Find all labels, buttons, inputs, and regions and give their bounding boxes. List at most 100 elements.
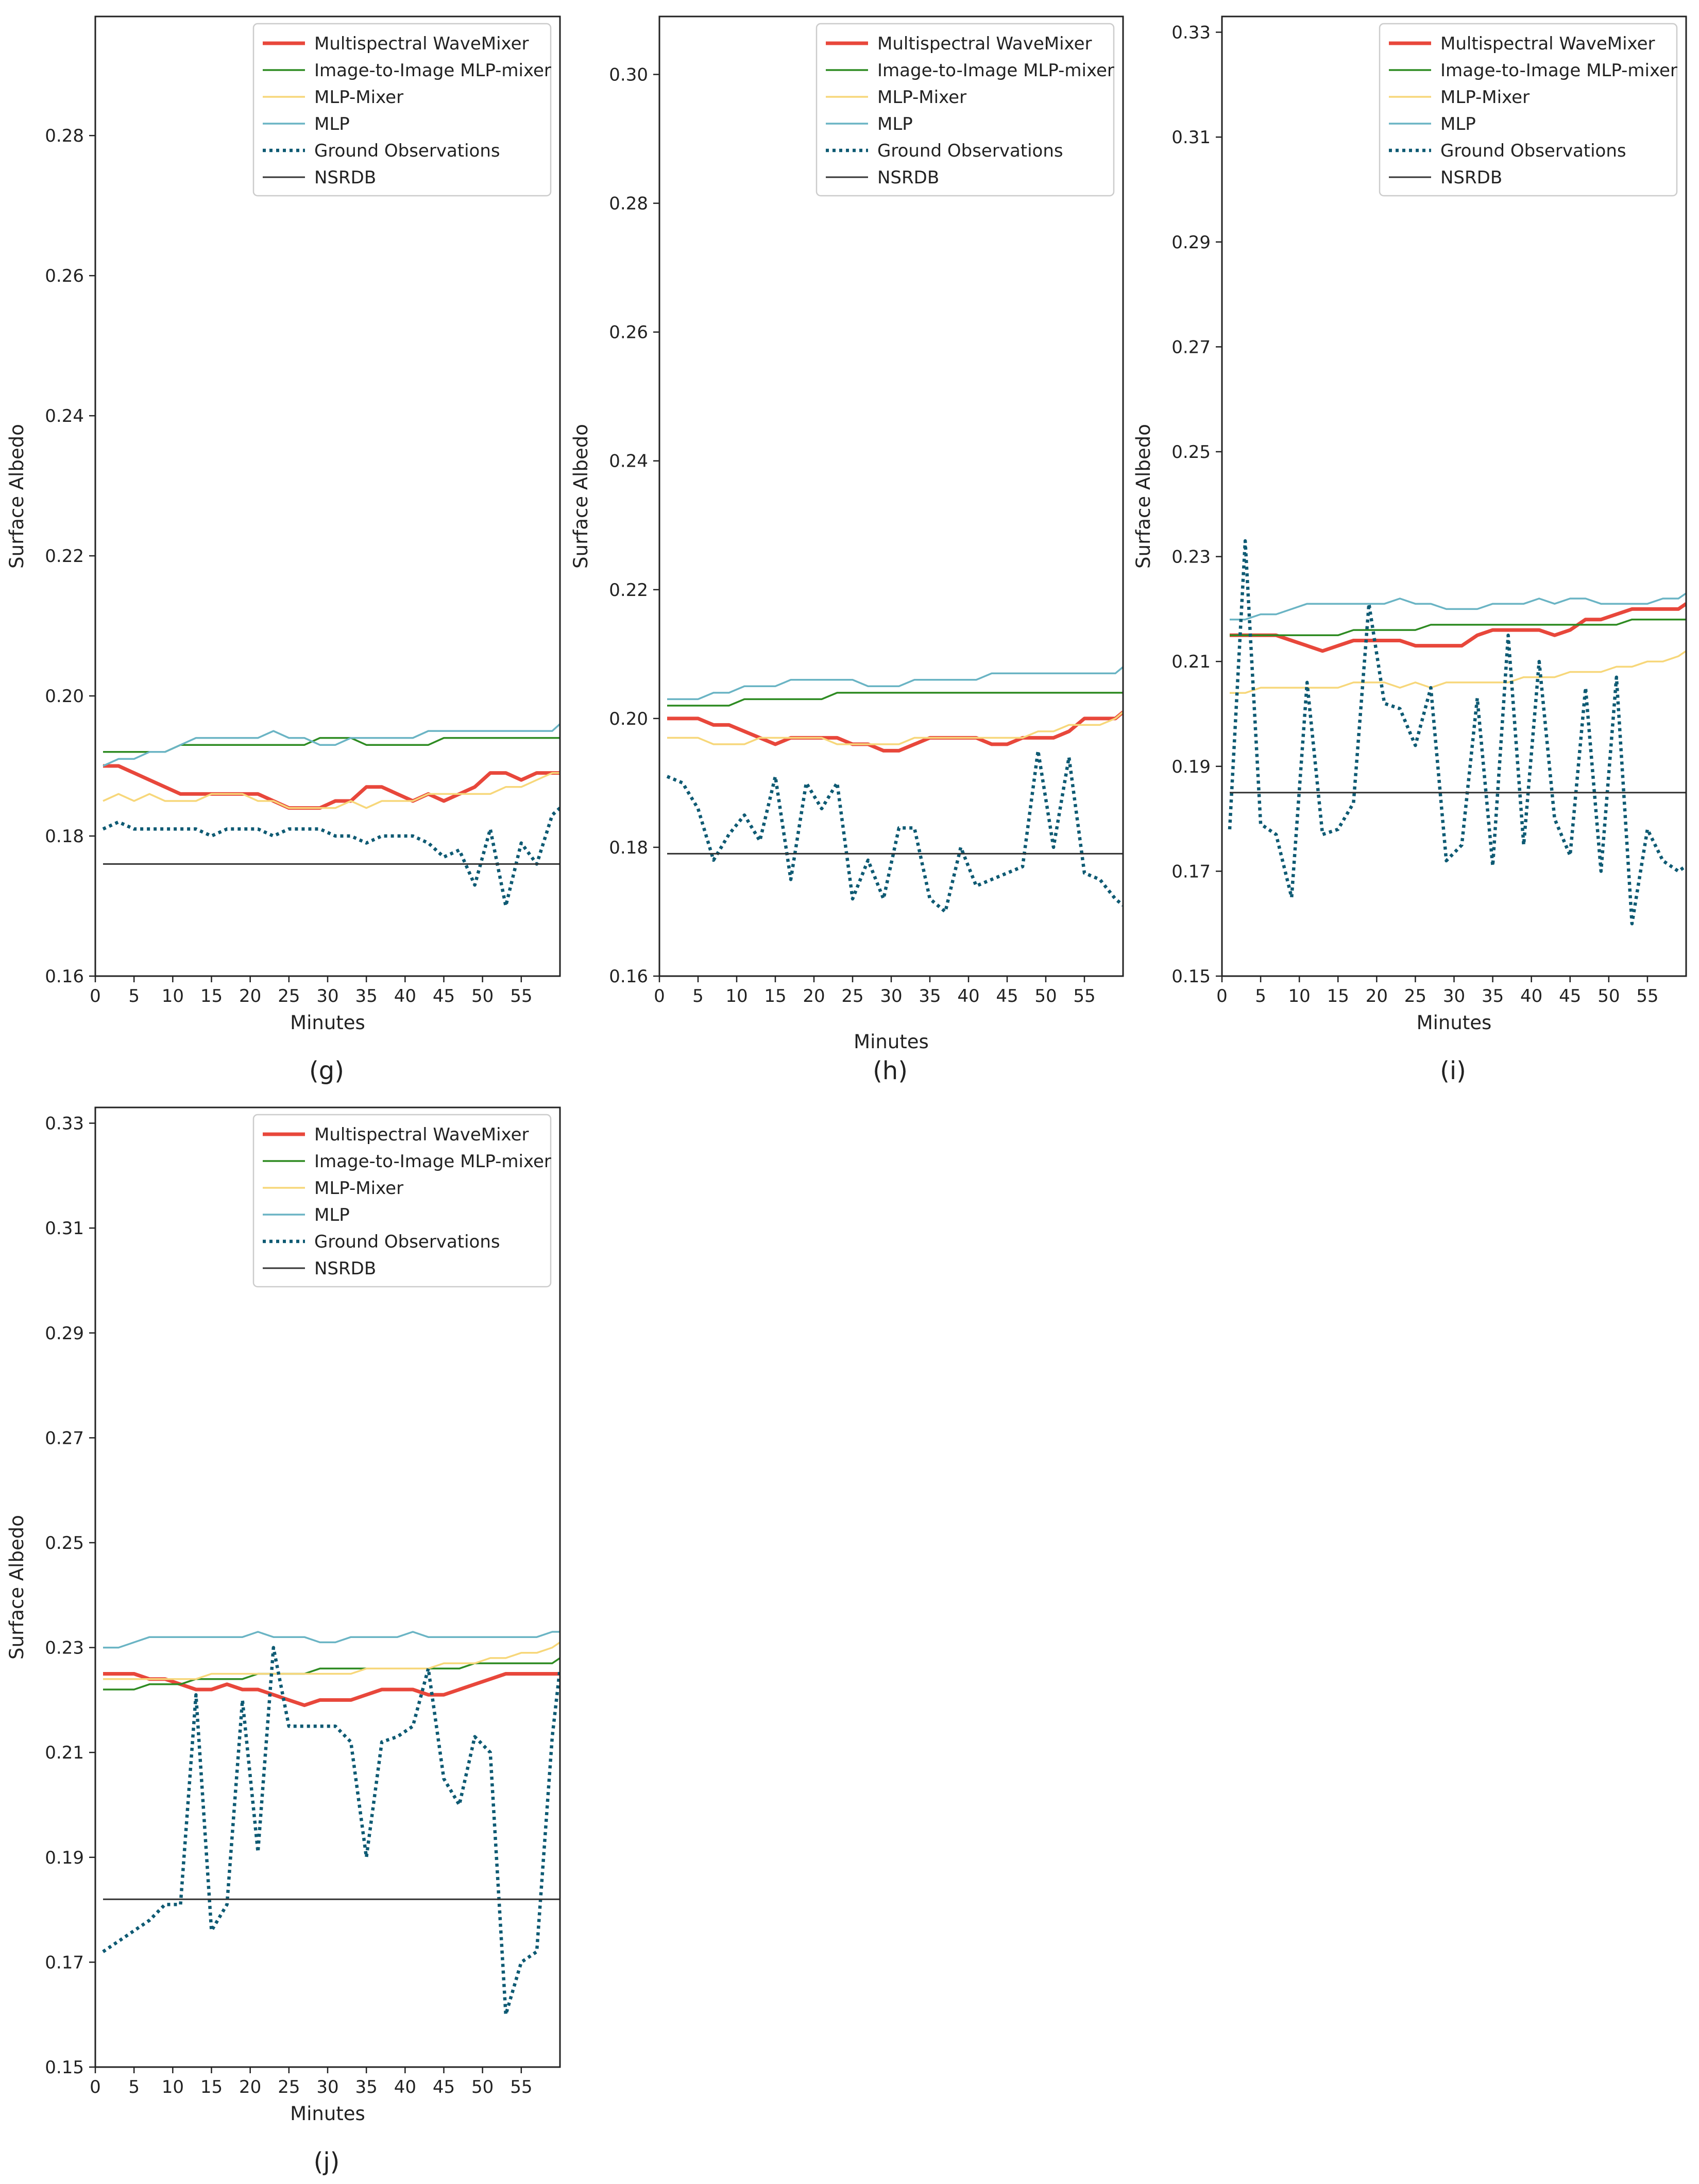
legend-label: Multispectral WaveMixer [314,33,529,54]
panel-j: 0 5 10 15 20 25 30 35 40 45 50 55 0.15 0.17 0.19 0.21 0.… [6,1106,561,2176]
series-line-mlp [667,666,1123,701]
x-tick-label: 0 [654,986,665,1006]
series-line-multispectral-wavemixer [667,710,1123,753]
x-tick-label: 5 [128,986,140,1006]
x-tick-label: 30 [316,2077,338,2097]
series-group [666,666,1123,914]
x-tick-label: 15 [1327,986,1349,1006]
y-tick-label: 0.15 [1171,966,1211,987]
x-tick-label: 35 [1482,986,1504,1006]
x-tick-label: 40 [394,986,416,1006]
series-line-ground-observations [666,749,1123,914]
y-tick-label: 0.16 [45,966,84,987]
legend-label: MLP [1440,114,1476,134]
y-tick-label: 0.29 [1171,232,1211,253]
x-tick-label: 15 [764,986,786,1006]
series-line-mlp [103,723,560,767]
x-tick-label: 45 [433,986,455,1006]
x-tick-label: 0 [90,986,101,1006]
y-tick-label: 0.26 [609,322,648,343]
x-tick-label: 5 [128,2077,140,2097]
legend-label: Multispectral WaveMixer [314,1124,529,1145]
legend-box [252,1114,552,1288]
legend-label: MLP-Mixer [314,1178,403,1199]
series-line-multispectral-wavemixer [1230,602,1686,653]
y-tick-label: 0.33 [1171,23,1211,43]
x-tick-label: 45 [996,986,1018,1006]
legend-label: MLP-Mixer [877,87,966,108]
panel-i: 0 5 10 15 20 25 30 35 40 45 50 55 0.15 0.17 0.19 0.21 0.… [1132,15,1687,1085]
legend-label: Multispectral WaveMixer [1440,33,1655,54]
x-tick-label: 30 [880,986,902,1006]
y-tick-label: 0.17 [45,1952,84,1973]
x-tick-label: 10 [725,986,747,1006]
series-line-ground-observations [102,807,560,908]
x-axis-label: Minutes [854,1031,929,1053]
y-tick-label: 0.15 [45,2057,84,2078]
legend-label: Image-to-Image MLP-mixer [314,1151,551,1172]
x-tick-label: 10 [162,986,184,1006]
y-tick-label: 0.31 [45,1218,84,1239]
x-tick-label: 45 [1559,986,1581,1006]
x-tick-label: 40 [957,986,979,1006]
legend-label: Ground Observations [877,141,1063,161]
x-tick-label: 10 [1288,986,1311,1006]
y-tick-label: 0.22 [609,580,648,601]
y-tick-label: 0.24 [609,451,648,472]
x-tick-label: 5 [692,986,704,1006]
panel-caption: (g) [309,1056,344,1085]
y-tick-label: 0.18 [45,826,84,847]
series-line-image-to-image-mlp-mixer [667,692,1123,707]
series-line-mlp-mixer [103,772,560,809]
series-line-mlp-mixer [1230,650,1686,694]
x-tick-label: 45 [433,2077,455,2097]
y-tick-label: 0.29 [45,1323,84,1344]
x-tick-label: 25 [841,986,863,1006]
legend-label: Ground Observations [1440,141,1626,161]
legend-label: Image-to-Image MLP-mixer [1440,60,1677,81]
x-tick-label: 35 [355,2077,378,2097]
legend-label: NSRDB [877,167,939,188]
series-line-multispectral-wavemixer [103,764,560,810]
x-tick-label: 50 [471,986,494,1006]
series-line-mlp-mixer [103,1641,560,1680]
legend-label: MLP [314,114,350,134]
series-line-mlp [1230,592,1686,621]
y-tick-label: 0.20 [45,686,84,707]
series-line-ground-observations [1228,539,1686,926]
legend-box [1379,23,1678,197]
y-tick-label: 0.18 [609,838,648,858]
y-tick-label: 0.26 [45,266,84,286]
legend-label: MLP-Mixer [314,87,403,108]
y-tick-label: 0.19 [45,1848,84,1868]
x-tick-label: 55 [510,2077,532,2097]
y-tick-label: 0.25 [1171,442,1211,463]
y-tick-label: 0.30 [609,65,648,86]
x-tick-label: 50 [471,2077,494,2097]
x-tick-label: 20 [239,986,261,1006]
x-tick-label: 55 [1636,986,1658,1006]
x-tick-label: 10 [162,2077,184,2097]
y-tick-label: 0.27 [1171,337,1211,357]
y-tick-label: 0.22 [45,546,84,567]
y-tick-label: 0.21 [1171,652,1211,672]
y-tick-label: 0.20 [609,709,648,729]
series-group [1228,539,1686,926]
legend-box [252,23,552,197]
series-line-mlp [103,1631,560,1649]
x-axis-label: Minutes [290,2103,365,2125]
y-tick-label: 0.23 [45,1638,84,1659]
legend-label: NSRDB [314,167,376,188]
legend-label: MLP [877,114,913,134]
legend-label: Ground Observations [314,141,500,161]
panel-caption: (h) [873,1056,908,1085]
y-tick-label: 0.27 [45,1428,84,1448]
x-tick-label: 50 [1598,986,1620,1006]
x-tick-label: 55 [510,986,532,1006]
y-tick-label: 0.28 [45,126,84,146]
legend: Multispectral WaveMixer Image-to-Image ML… [252,1114,552,1288]
legend: Multispectral WaveMixer Image-to-Image ML… [252,23,552,197]
y-axis-label: Surface Albedo [6,1515,28,1660]
legend-label: Image-to-Image MLP-mixer [877,60,1114,81]
legend-label: NSRDB [314,1258,376,1279]
